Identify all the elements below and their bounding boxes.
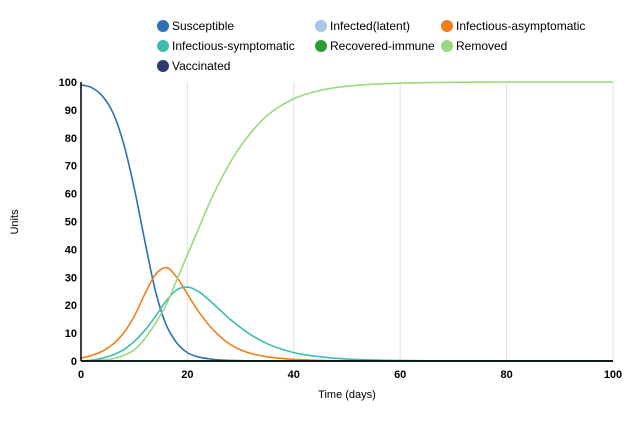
y-tick-label-10: 10: [65, 328, 77, 340]
legend-label-infected-latent: Infected(latent): [330, 19, 410, 33]
legend-label-infectious-symptomatic: Infectious-symptomatic: [172, 39, 295, 53]
legend-item-infected-latent[interactable]: Infected(latent): [315, 19, 410, 33]
x-tick-label-20: 20: [181, 369, 193, 381]
legend-label-vaccinated: Vaccinated: [172, 59, 230, 73]
y-axis-title: Units: [9, 209, 21, 235]
legend-swatch-recovered-immune: [315, 40, 327, 52]
legend-item-removed[interactable]: Removed: [441, 39, 507, 53]
x-tick-label-100: 100: [604, 369, 622, 381]
legend-item-infectious-symptomatic[interactable]: Infectious-symptomatic: [157, 39, 295, 53]
legend-label-infectious-asymptomatic: Infectious-asymptomatic: [456, 19, 585, 33]
y-tick-label-20: 20: [65, 300, 77, 312]
legend-item-susceptible[interactable]: Susceptible: [157, 19, 234, 33]
x-tick-label-80: 80: [500, 369, 512, 381]
legend-swatch-susceptible: [157, 20, 169, 32]
y-tick-label-30: 30: [65, 272, 77, 284]
axes: [80, 82, 613, 362]
legend-item-vaccinated[interactable]: Vaccinated: [157, 59, 230, 73]
series-lines: [80, 81, 613, 362]
y-tick-label-40: 40: [65, 244, 77, 256]
legend-item-infectious-asymptomatic[interactable]: Infectious-asymptomatic: [441, 19, 585, 33]
y-tick-label-80: 80: [65, 133, 77, 145]
legend-label-recovered-immune: Recovered-immune: [330, 39, 435, 53]
legend-item-recovered-immune[interactable]: Recovered-immune: [315, 39, 435, 53]
legend-swatch-infectious-asymptomatic: [441, 20, 453, 32]
series-line-removed: [80, 81, 613, 362]
y-tick-label-0: 0: [71, 356, 77, 368]
tick-labels: 0 10 20 30 40 50 60 70 80 90 100 0 20 40 60 80 100: [59, 77, 623, 381]
x-axis-title: Time (days): [318, 389, 376, 401]
x-tick-label-60: 60: [394, 369, 406, 381]
legend-swatch-infected-latent: [315, 20, 327, 32]
x-tick-label-40: 40: [288, 369, 300, 381]
series-line-infectious-symptomatic: [80, 286, 613, 362]
grid-lines: [186, 82, 614, 361]
y-tick-label-100: 100: [59, 77, 77, 89]
y-tick-label-50: 50: [65, 217, 77, 229]
legend-swatch-infectious-symptomatic: [157, 40, 169, 52]
series-line-susceptible: [80, 84, 613, 362]
y-tick-label-70: 70: [65, 161, 77, 173]
legend-swatch-removed: [441, 40, 453, 52]
legend[interactable]: Susceptible Infected(latent) Infectious-as…: [157, 19, 585, 73]
y-tick-label-90: 90: [65, 105, 77, 117]
legend-label-removed: Removed: [456, 39, 507, 53]
legend-swatch-vaccinated: [157, 60, 169, 72]
y-tick-label-60: 60: [65, 189, 77, 201]
x-tick-label-0: 0: [78, 369, 84, 381]
legend-label-susceptible: Susceptible: [172, 19, 234, 33]
